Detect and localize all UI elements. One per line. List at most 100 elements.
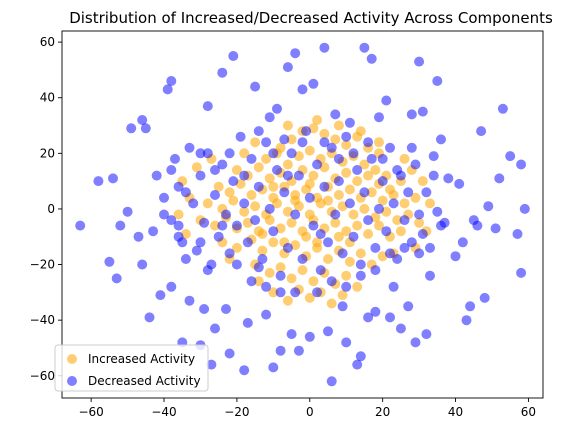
decreased-activity-point [279, 134, 290, 145]
decreased-activity-point [505, 151, 516, 162]
decreased-activity-point [180, 254, 191, 264]
decreased-activity-point [494, 173, 505, 184]
increased-activity-point [304, 292, 315, 303]
legend-marker-increased [67, 354, 77, 364]
decreased-activity-point [290, 287, 301, 298]
increased-activity-point [312, 115, 323, 125]
decreased-activity-point [366, 53, 377, 64]
increased-activity-point [308, 170, 319, 181]
decreased-activity-point [239, 198, 250, 209]
legend-label-decreased: Decreased Activity [88, 374, 201, 388]
decreased-activity-point [268, 362, 279, 373]
decreased-activity-point [275, 345, 286, 356]
decreased-activity-point [330, 109, 341, 120]
decreased-activity-point [202, 265, 213, 276]
increased-activity-point [392, 215, 403, 226]
increased-activity-point [250, 201, 261, 212]
series-decreased-activity [75, 42, 530, 387]
increased-activity-point [264, 173, 275, 184]
decreased-activity-point [388, 281, 399, 292]
decreased-activity-point [392, 254, 403, 264]
decreased-activity-point [352, 165, 363, 175]
decreased-activity-point [224, 148, 235, 159]
increased-activity-point [333, 120, 344, 131]
decreased-activity-point [180, 187, 191, 198]
decreased-activity-point [246, 276, 257, 287]
decreased-activity-point [162, 84, 173, 95]
decreased-activity-point [195, 148, 206, 159]
decreased-activity-point [406, 142, 417, 153]
decreased-activity-point [268, 148, 279, 159]
increased-activity-point [264, 215, 275, 226]
decreased-activity-point [366, 153, 377, 164]
increased-activity-point [239, 148, 250, 159]
decreased-activity-point [151, 170, 162, 181]
decreased-activity-point [352, 359, 363, 370]
decreased-activity-point [348, 231, 359, 242]
decreased-activity-point [282, 242, 293, 253]
decreased-activity-point [436, 134, 446, 145]
decreased-activity-point [465, 301, 476, 312]
decreased-activity-point [319, 181, 330, 192]
chart-title: Distribution of Increased/Decreased Acti… [69, 9, 553, 27]
increased-activity-point [213, 181, 224, 192]
decreased-activity-point [228, 51, 239, 61]
decreased-activity-point [461, 315, 472, 326]
x-tick-label: −40 [151, 405, 176, 419]
y-axis: −60 −40 −20 0 20 40 60 [30, 35, 62, 383]
decreased-activity-point [370, 242, 381, 253]
decreased-activity-point [443, 173, 454, 184]
decreased-activity-point [170, 153, 180, 164]
decreased-activity-point [516, 159, 527, 170]
decreased-activity-point [326, 142, 337, 153]
decreased-activity-point [159, 209, 169, 220]
decreased-activity-point [323, 237, 333, 248]
increased-activity-point [341, 226, 352, 237]
decreased-activity-point [264, 112, 275, 123]
decreased-activity-point [414, 56, 425, 67]
increased-activity-point [344, 184, 355, 195]
y-tick-label: 40 [40, 91, 55, 105]
decreased-activity-point [239, 170, 250, 181]
decreased-activity-point [228, 176, 239, 187]
decreased-activity-point [111, 273, 122, 284]
decreased-activity-point [385, 248, 395, 259]
decreased-activity-point [428, 151, 439, 162]
increased-activity-point [246, 190, 257, 200]
decreased-activity-point [377, 153, 388, 164]
decreased-activity-point [184, 142, 195, 153]
decreased-activity-point [133, 231, 144, 242]
decreased-activity-point [177, 237, 188, 248]
increased-activity-point [395, 226, 406, 237]
increased-activity-point [257, 245, 268, 256]
decreased-activity-point [392, 165, 403, 175]
decreased-activity-point [516, 267, 527, 278]
increased-activity-point [301, 231, 312, 242]
increased-activity-point [250, 137, 261, 148]
increased-activity-point [224, 187, 235, 198]
decreased-activity-point [476, 126, 487, 137]
decreased-activity-point [428, 170, 439, 181]
increased-activity-point [282, 295, 293, 306]
decreased-activity-point [166, 76, 177, 86]
legend-box [54, 344, 209, 392]
decreased-activity-point [457, 237, 468, 248]
increased-activity-point [297, 265, 308, 276]
plot-area-frame [61, 30, 544, 399]
decreased-activity-point [286, 148, 297, 159]
decreased-activity-point [217, 220, 228, 231]
x-axis: −60 −40 −20 0 20 40 60 [78, 398, 536, 419]
x-tick-label: 0 [306, 405, 314, 419]
decreased-activity-point [374, 203, 384, 214]
decreased-activity-point [370, 306, 381, 317]
increased-activity-point [290, 195, 301, 206]
y-tick-label: −60 [30, 369, 55, 383]
decreased-activity-point [395, 323, 406, 334]
decreased-activity-point [166, 165, 177, 175]
increased-activity-point [268, 237, 279, 248]
increased-activity-point [363, 229, 374, 239]
decreased-activity-point [272, 165, 282, 175]
decreased-activity-point [381, 226, 392, 237]
decreased-activity-point [326, 276, 337, 287]
increased-activity-point [253, 162, 264, 173]
